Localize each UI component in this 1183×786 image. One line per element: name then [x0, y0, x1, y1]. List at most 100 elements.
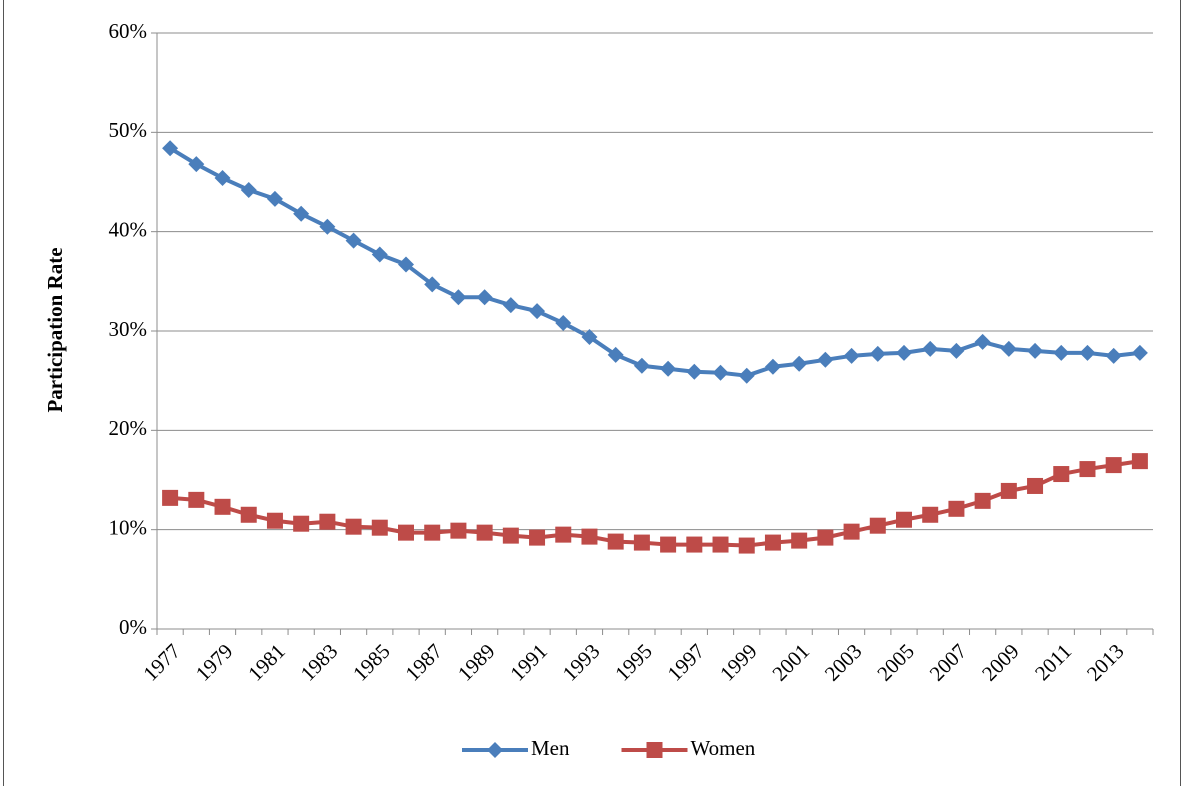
- legend-marker: [646, 742, 663, 758]
- marker: [319, 218, 336, 235]
- marker: [345, 518, 362, 535]
- legend-label: Men: [531, 736, 570, 760]
- x-tick-label: 1995: [610, 639, 657, 686]
- marker: [922, 506, 939, 523]
- marker: [843, 347, 860, 364]
- marker: [529, 529, 546, 546]
- y-tick-label: 50%: [109, 118, 148, 142]
- marker: [738, 537, 755, 554]
- marker: [764, 358, 781, 375]
- marker: [817, 529, 834, 546]
- series-line: [169, 459, 1141, 548]
- marker: [1000, 482, 1017, 499]
- marker: [450, 522, 467, 539]
- series-line: [169, 146, 1141, 378]
- marker: [843, 523, 860, 540]
- marker: [266, 512, 283, 529]
- marker: [529, 303, 546, 320]
- x-tick-label: 1997: [663, 639, 710, 686]
- marker: [712, 536, 729, 553]
- y-tick-label: 60%: [109, 19, 148, 43]
- y-tick-label: 40%: [109, 217, 148, 241]
- marker: [293, 515, 310, 532]
- marker: [791, 532, 808, 549]
- x-tick-label: 1999: [715, 639, 762, 686]
- x-tick-label: 1979: [191, 639, 238, 686]
- x-tick-label: 2011: [1030, 639, 1076, 685]
- marker: [791, 355, 808, 372]
- x-tick-label: 1989: [453, 639, 500, 686]
- marker: [607, 346, 624, 363]
- marker: [948, 342, 965, 359]
- marker: [686, 536, 703, 553]
- marker: [398, 256, 414, 273]
- marker: [371, 519, 388, 536]
- marker: [162, 489, 179, 506]
- x-tick-label: 1991: [505, 639, 552, 686]
- marker: [817, 351, 834, 368]
- y-tick-label: 0%: [119, 615, 147, 639]
- y-tick-label: 30%: [109, 317, 148, 341]
- marker: [607, 533, 624, 550]
- marker: [764, 534, 781, 551]
- y-axis-title: Participation Rate: [43, 247, 67, 412]
- marker: [581, 528, 598, 545]
- y-tick-label: 20%: [109, 416, 148, 440]
- marker: [555, 526, 572, 543]
- marker: [476, 524, 493, 541]
- marker: [502, 297, 519, 314]
- marker: [974, 333, 991, 350]
- marker: [660, 536, 677, 553]
- x-tick-label: 2003: [820, 639, 867, 686]
- marker: [1053, 344, 1070, 361]
- marker: [476, 289, 493, 306]
- marker: [948, 500, 965, 517]
- x-tick-label: 2007: [925, 639, 972, 686]
- x-tick-label: 2001: [767, 639, 814, 686]
- x-tick-label: 1993: [558, 639, 605, 686]
- x-tick-label: 1981: [243, 639, 290, 686]
- marker: [712, 364, 729, 381]
- marker: [1105, 347, 1122, 364]
- marker: [633, 534, 650, 551]
- marker: [660, 360, 677, 377]
- x-tick-label: 1983: [296, 639, 343, 686]
- marker: [240, 506, 257, 523]
- marker: [424, 524, 441, 541]
- x-tick-label: 1985: [348, 639, 395, 686]
- y-tick-label: 10%: [109, 515, 148, 539]
- marker: [896, 511, 912, 528]
- marker: [502, 527, 519, 544]
- marker: [450, 289, 467, 306]
- marker: [869, 345, 886, 362]
- marker: [974, 492, 991, 509]
- marker: [398, 524, 414, 541]
- marker: [1105, 457, 1122, 474]
- marker: [214, 498, 231, 515]
- marker: [188, 156, 205, 173]
- marker: [1027, 342, 1044, 359]
- marker: [686, 363, 703, 380]
- marker: [424, 276, 441, 293]
- marker: [581, 328, 598, 345]
- marker: [1131, 453, 1148, 470]
- marker: [869, 517, 886, 534]
- marker: [240, 181, 257, 198]
- marker: [1079, 461, 1096, 478]
- x-tick-label: 1987: [400, 639, 447, 686]
- marker: [738, 367, 755, 384]
- marker: [345, 232, 362, 249]
- marker: [371, 246, 388, 263]
- marker: [896, 344, 912, 361]
- marker: [214, 170, 231, 187]
- marker: [922, 340, 939, 357]
- legend-label: Women: [691, 736, 756, 760]
- legend-marker: [487, 742, 503, 758]
- marker: [293, 205, 310, 222]
- marker: [1000, 340, 1017, 357]
- marker: [555, 315, 572, 332]
- marker: [1079, 344, 1096, 361]
- x-tick-label: 2013: [1082, 639, 1129, 686]
- marker: [1131, 344, 1148, 361]
